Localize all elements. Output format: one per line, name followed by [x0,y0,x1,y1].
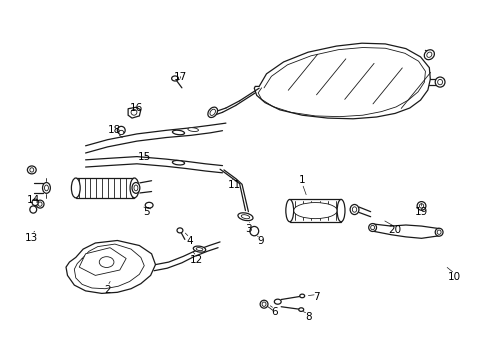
Ellipse shape [172,130,184,135]
Ellipse shape [249,226,258,236]
Ellipse shape [30,206,37,213]
Ellipse shape [172,161,184,165]
Ellipse shape [145,202,153,208]
Text: 18: 18 [108,125,122,135]
Ellipse shape [426,52,431,57]
Ellipse shape [238,213,252,221]
Polygon shape [79,248,126,275]
Ellipse shape [131,109,137,115]
Ellipse shape [134,185,138,191]
Polygon shape [372,224,438,238]
Ellipse shape [285,199,293,222]
Text: 7: 7 [313,292,320,302]
Text: 5: 5 [143,207,150,217]
Ellipse shape [260,300,267,308]
Polygon shape [289,199,341,222]
Ellipse shape [177,228,183,233]
Ellipse shape [171,76,178,81]
Ellipse shape [42,183,50,193]
Text: 10: 10 [447,272,460,282]
Ellipse shape [209,109,215,116]
Ellipse shape [30,168,34,172]
Ellipse shape [32,199,38,206]
Text: 3: 3 [244,224,251,234]
Ellipse shape [349,204,358,215]
Ellipse shape [437,79,442,85]
Ellipse shape [193,246,205,252]
Polygon shape [76,178,134,198]
Text: 12: 12 [189,255,203,265]
Ellipse shape [416,202,425,210]
Ellipse shape [293,203,337,219]
Polygon shape [254,43,429,119]
Ellipse shape [436,230,440,234]
Text: 9: 9 [257,236,264,246]
Ellipse shape [274,299,281,304]
Text: 15: 15 [137,152,151,162]
Ellipse shape [196,248,203,251]
Ellipse shape [119,130,123,135]
Ellipse shape [44,185,48,191]
Text: 20: 20 [388,225,401,235]
Ellipse shape [207,107,217,117]
Ellipse shape [434,77,444,87]
Text: 8: 8 [304,312,311,322]
Ellipse shape [117,126,125,134]
Ellipse shape [130,178,139,198]
Ellipse shape [36,200,44,208]
Text: 4: 4 [186,236,193,246]
Ellipse shape [71,178,80,198]
Polygon shape [128,107,141,118]
Text: 2: 2 [104,285,111,295]
Text: 14: 14 [26,195,40,205]
Ellipse shape [351,207,356,212]
Ellipse shape [368,224,376,231]
Ellipse shape [241,215,249,219]
Text: 16: 16 [129,103,142,113]
Ellipse shape [424,50,433,60]
Ellipse shape [262,302,265,306]
Ellipse shape [99,257,114,267]
Ellipse shape [38,202,42,206]
Text: 11: 11 [227,180,241,190]
Polygon shape [66,240,155,293]
Text: 17: 17 [174,72,187,82]
Ellipse shape [298,308,303,311]
Text: 13: 13 [25,233,39,243]
Ellipse shape [187,128,198,131]
Ellipse shape [419,204,423,208]
Ellipse shape [299,294,304,298]
Ellipse shape [27,166,36,174]
Ellipse shape [434,228,442,236]
Text: 19: 19 [414,207,427,217]
Ellipse shape [337,199,345,222]
Text: 6: 6 [271,307,278,318]
Ellipse shape [132,183,140,193]
Text: 1: 1 [298,175,305,185]
Ellipse shape [370,225,374,230]
